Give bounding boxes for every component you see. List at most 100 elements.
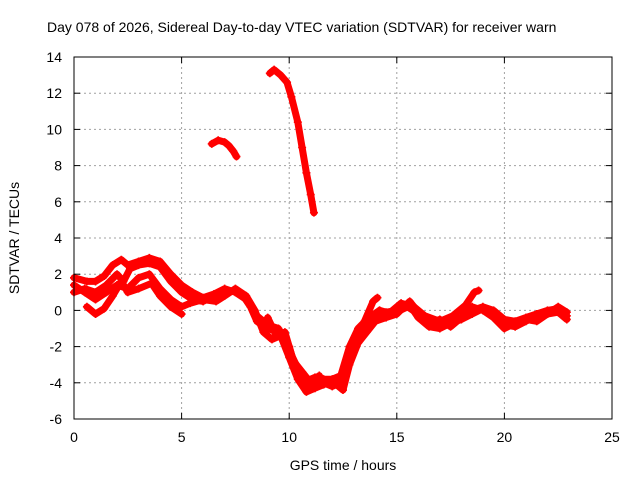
- data-point: [123, 261, 132, 270]
- x-tick-label: 10: [281, 429, 297, 445]
- data-point: [302, 387, 311, 396]
- data-point: [345, 360, 354, 369]
- series-arc-2: [265, 65, 318, 217]
- data-point: [500, 324, 509, 333]
- data-point: [371, 317, 380, 326]
- data-point: [339, 386, 347, 395]
- data-point: [360, 317, 369, 326]
- series-arc-1: [207, 136, 241, 161]
- y-tick-label: 12: [46, 85, 62, 101]
- data-point: [289, 357, 298, 366]
- data-point: [267, 335, 276, 344]
- data-point: [521, 315, 530, 324]
- data-point: [134, 273, 143, 282]
- x-tick-label: 5: [178, 429, 186, 445]
- data-point: [543, 310, 552, 319]
- data-point: [207, 139, 216, 148]
- data-point: [306, 378, 315, 387]
- data-point: [82, 277, 91, 286]
- series-track-e: [263, 313, 324, 387]
- data-point: [242, 291, 251, 300]
- data-point: [100, 272, 109, 281]
- data-point: [229, 147, 238, 156]
- y-tick-label: 10: [46, 121, 62, 137]
- data-point: [315, 371, 324, 380]
- data-point: [209, 290, 218, 299]
- data-point: [448, 311, 457, 320]
- data-point: [298, 143, 307, 152]
- data-point: [420, 311, 429, 320]
- data-point: [156, 257, 165, 266]
- data-point: [108, 261, 117, 270]
- data-point: [177, 310, 186, 319]
- data-point: [435, 324, 444, 333]
- series-track-g: [345, 293, 382, 357]
- data-point: [562, 315, 571, 324]
- data-point: [283, 78, 292, 87]
- y-tick-label: 6: [54, 194, 62, 210]
- data-point: [532, 317, 541, 326]
- axis-tick-labels: 0 5 10 15 20 25 -6 -4 -2 0 2 4 6 8 10 12 14: [46, 49, 620, 445]
- data-point: [231, 284, 240, 293]
- data-point: [123, 288, 132, 297]
- y-tick-label: 0: [54, 302, 62, 318]
- data-point: [232, 152, 241, 161]
- data-point: [293, 118, 302, 127]
- x-tick-label: 0: [70, 429, 78, 445]
- data-point: [435, 317, 444, 326]
- y-tick-label: 4: [54, 230, 62, 246]
- data-point: [293, 375, 302, 384]
- data-point: [166, 302, 175, 311]
- data-point: [214, 136, 223, 145]
- y-tick-label: 2: [54, 266, 62, 282]
- data-point: [272, 331, 281, 340]
- data-point: [306, 190, 315, 199]
- data-point: [562, 308, 571, 317]
- data-point: [470, 288, 479, 297]
- series-line: [266, 66, 318, 217]
- data-point: [156, 291, 165, 300]
- data-point: [259, 328, 268, 337]
- data-point: [280, 328, 289, 337]
- data-point: [177, 281, 186, 290]
- data-point: [117, 255, 126, 264]
- data-point: [410, 302, 419, 311]
- data-point: [188, 288, 197, 297]
- data-point: [91, 295, 100, 304]
- data-point: [177, 302, 186, 311]
- x-axis-label: GPS time / hours: [290, 457, 397, 473]
- data-point: [263, 313, 272, 322]
- data-point: [351, 335, 360, 344]
- data-point: [446, 322, 455, 331]
- x-tick-label: 25: [604, 429, 620, 445]
- data-point: [265, 69, 274, 78]
- data-point: [373, 293, 382, 302]
- data-point: [468, 302, 477, 311]
- data-point: [345, 348, 354, 357]
- data-point: [478, 306, 487, 315]
- data-point: [489, 313, 498, 322]
- data-point: [91, 310, 100, 319]
- y-tick-label: -6: [50, 411, 63, 427]
- data-point: [328, 376, 337, 385]
- data-point: [311, 384, 320, 393]
- series-track-f: [375, 286, 483, 326]
- data-point: [309, 208, 318, 217]
- data-point: [224, 141, 233, 150]
- data-point: [91, 288, 100, 297]
- data-point: [457, 313, 466, 322]
- data-point: [474, 286, 483, 295]
- data-point: [145, 270, 154, 279]
- y-tick-label: -2: [50, 339, 63, 355]
- data-point: [220, 138, 229, 147]
- y-tick-label: 14: [46, 49, 62, 65]
- data-point: [461, 300, 470, 309]
- data-point: [319, 380, 328, 389]
- data-point: [102, 288, 111, 297]
- data-point: [250, 306, 259, 315]
- data-point: [166, 270, 175, 279]
- data-point: [145, 253, 154, 262]
- data-point: [276, 71, 285, 80]
